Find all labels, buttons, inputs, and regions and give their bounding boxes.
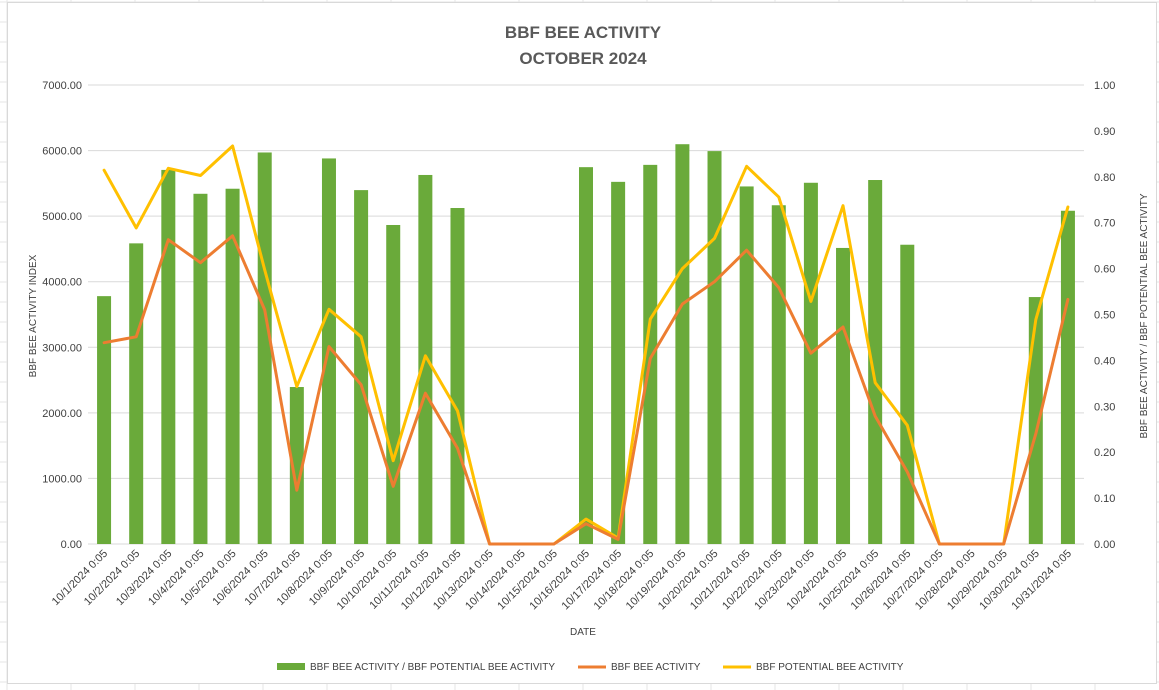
bar-ratio[interactable] <box>900 244 915 544</box>
bar-ratio[interactable] <box>161 169 176 545</box>
line-series <box>102 144 1070 546</box>
bar-ratio[interactable] <box>868 180 883 544</box>
x-axis-title: DATE <box>570 627 596 638</box>
y-left-tick-label: 0.00 <box>61 539 82 551</box>
y-right-tick-label: 0.70 <box>1094 218 1115 230</box>
bar-ratio[interactable] <box>643 164 658 544</box>
bar-ratio[interactable] <box>1060 210 1075 545</box>
y-right-tick-label: 0.20 <box>1094 447 1115 459</box>
y-right-tick-label: 0.90 <box>1094 126 1115 138</box>
y-left-tick-label: 6000.00 <box>42 146 82 158</box>
legend-swatch-ratio <box>277 663 305 670</box>
line-bee-activity[interactable] <box>102 234 1070 546</box>
y-right-tick-label: 0.50 <box>1094 310 1115 322</box>
x-tick-label: 10/3/2024 0:05 <box>114 548 174 608</box>
y-right-tick-label: 0.80 <box>1094 172 1115 184</box>
bar-ratio[interactable] <box>803 182 818 544</box>
bar-ratio[interactable] <box>129 243 144 545</box>
chart-area[interactable]: BBF BEE ACTIVITY OCTOBER 2024 0.00 1000.0… <box>7 2 1157 684</box>
y-right-tick-label: 0.40 <box>1094 355 1115 367</box>
legend-label-ratio: BBF BEE ACTIVITY / BBF POTENTIAL BEE ACT… <box>310 662 555 673</box>
y-left-tick-label: 1000.00 <box>42 473 82 485</box>
x-tick-label: 10/2/2024 0:05 <box>82 548 142 608</box>
bar-ratio[interactable] <box>836 247 851 544</box>
y-right-tick-label: 0.10 <box>1094 493 1115 505</box>
x-tick-label: 10/1/2024 0:05 <box>50 548 110 608</box>
x-tick-label: 10/9/2024 0:05 <box>307 548 367 608</box>
bar-ratio[interactable] <box>611 181 626 544</box>
y-right-tick-label: 0.00 <box>1094 539 1115 551</box>
chart-canvas: BBF BEE ACTIVITY OCTOBER 2024 0.00 1000.0… <box>28 23 1150 673</box>
x-tick-label: 10/7/2024 0:05 <box>243 548 303 608</box>
bar-ratio[interactable] <box>771 205 786 544</box>
bar-ratio[interactable] <box>707 151 722 544</box>
bar-ratio[interactable] <box>225 188 240 544</box>
y-right-tick-label: 1.00 <box>1094 80 1115 92</box>
bar-ratio[interactable] <box>354 190 369 544</box>
x-tick-label: 10/8/2024 0:05 <box>275 548 335 608</box>
bar-ratio[interactable] <box>579 167 593 544</box>
y-left-tick-label: 5000.00 <box>42 211 82 223</box>
bar-ratio[interactable] <box>257 152 272 544</box>
bar-ratio[interactable] <box>739 186 754 544</box>
chart-title: BBF BEE ACTIVITY <box>505 23 662 42</box>
bar-ratio[interactable] <box>386 224 401 544</box>
x-tick-label: 10/31/2024 0:05 <box>1009 548 1074 613</box>
bar-series <box>97 144 1075 545</box>
y-axis-right-title: BBF BEE ACTIVITY / BBF POTENTIAL BEE ACT… <box>1139 193 1150 438</box>
y-left-tick-label: 7000.00 <box>42 80 82 92</box>
line-potential-bee-activity[interactable] <box>102 144 1070 546</box>
x-tick-label: 10/4/2024 0:05 <box>146 548 206 608</box>
legend: BBF BEE ACTIVITY / BBF POTENTIAL BEE ACT… <box>277 662 904 673</box>
bar-ratio[interactable] <box>450 208 465 544</box>
legend-label-potential: BBF POTENTIAL BEE ACTIVITY <box>756 662 904 673</box>
y-left-tick-label: 3000.00 <box>42 342 82 354</box>
bar-ratio[interactable] <box>675 144 690 544</box>
x-tick-label: 10/6/2024 0:05 <box>210 548 270 608</box>
y-axis-left-title: BBF BEE ACTIVITY INDEX <box>28 254 39 377</box>
y-right-tick-label: 0.60 <box>1094 264 1115 276</box>
bar-ratio[interactable] <box>97 296 112 544</box>
y-left-tick-label: 4000.00 <box>42 277 82 289</box>
y-right-tick-label: 0.30 <box>1094 401 1115 413</box>
legend-label-activity: BBF BEE ACTIVITY <box>611 662 701 673</box>
y-left-tick-label: 2000.00 <box>42 408 82 420</box>
x-tick-label: 10/5/2024 0:05 <box>178 548 238 608</box>
bar-ratio[interactable] <box>1028 297 1043 544</box>
chart-subtitle: OCTOBER 2024 <box>519 49 647 68</box>
bar-ratio[interactable] <box>193 193 208 544</box>
bar-ratio[interactable] <box>289 387 304 544</box>
